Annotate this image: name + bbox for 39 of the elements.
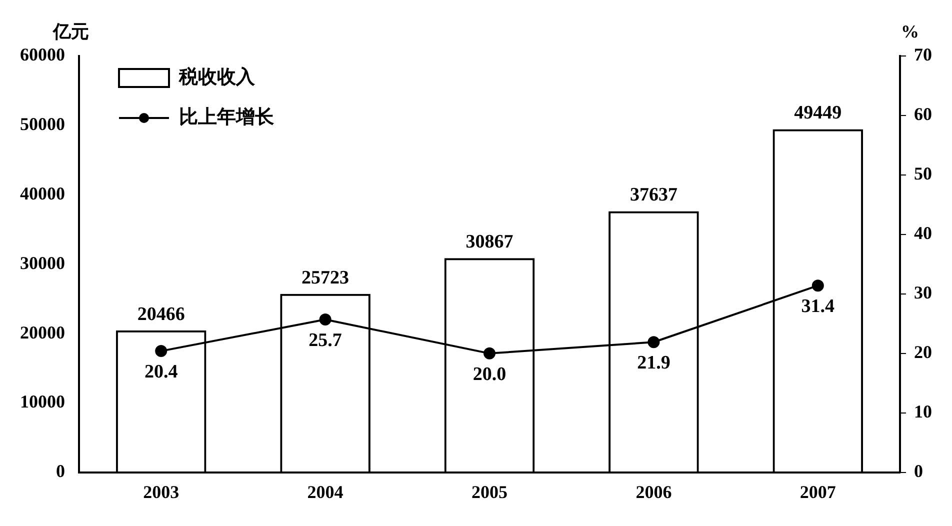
point — [319, 314, 332, 326]
y2-tick-label: 0 — [914, 461, 923, 482]
y-tick-label: 10000 — [20, 392, 65, 412]
y2-tick-label: 40 — [914, 223, 932, 244]
point — [484, 347, 496, 360]
legend-label: 税收收入 — [178, 66, 256, 88]
y-tick-label: 40000 — [20, 183, 65, 204]
data-label: 25.7 — [308, 330, 342, 351]
x-tick-label: 2005 — [472, 482, 508, 502]
y2-tick-label: 70 — [914, 44, 932, 65]
point — [812, 280, 824, 292]
x-tick-label: 2007 — [800, 482, 836, 502]
x-tick-label: 2003 — [143, 482, 180, 502]
data-label: 49449 — [794, 102, 842, 124]
y-tick-label: 0 — [56, 461, 65, 482]
data-label: 30867 — [466, 232, 514, 253]
y-tick-label: 20000 — [20, 322, 65, 342]
y2-axis-title: % — [901, 22, 919, 42]
data-label: 25723 — [302, 267, 350, 288]
data-label: 37637 — [630, 184, 678, 206]
y-axis-title: 亿元 — [52, 22, 89, 42]
y2-tick-label: 60 — [914, 104, 932, 124]
point — [155, 345, 168, 358]
point — [648, 336, 660, 348]
x-tick-label: 2004 — [307, 482, 344, 502]
data-label: 21.9 — [637, 352, 670, 374]
y2-tick-label: 20 — [914, 342, 932, 362]
y2-tick-label: 30 — [914, 282, 932, 303]
y-tick-label: 50000 — [20, 114, 65, 134]
y2-tick-label: 50 — [914, 164, 932, 184]
x-tick-label: 2006 — [636, 482, 672, 502]
y2-tick-label: 10 — [914, 402, 932, 422]
data-label: 20466 — [137, 304, 185, 325]
y-tick-label: 60000 — [20, 44, 65, 65]
data-label: 31.4 — [801, 296, 836, 318]
data-label: 20.0 — [472, 364, 506, 385]
y-tick-label: 30000 — [20, 252, 65, 273]
data-label: 20.4 — [144, 361, 178, 382]
legend-label: 比上年增长 — [179, 106, 275, 128]
